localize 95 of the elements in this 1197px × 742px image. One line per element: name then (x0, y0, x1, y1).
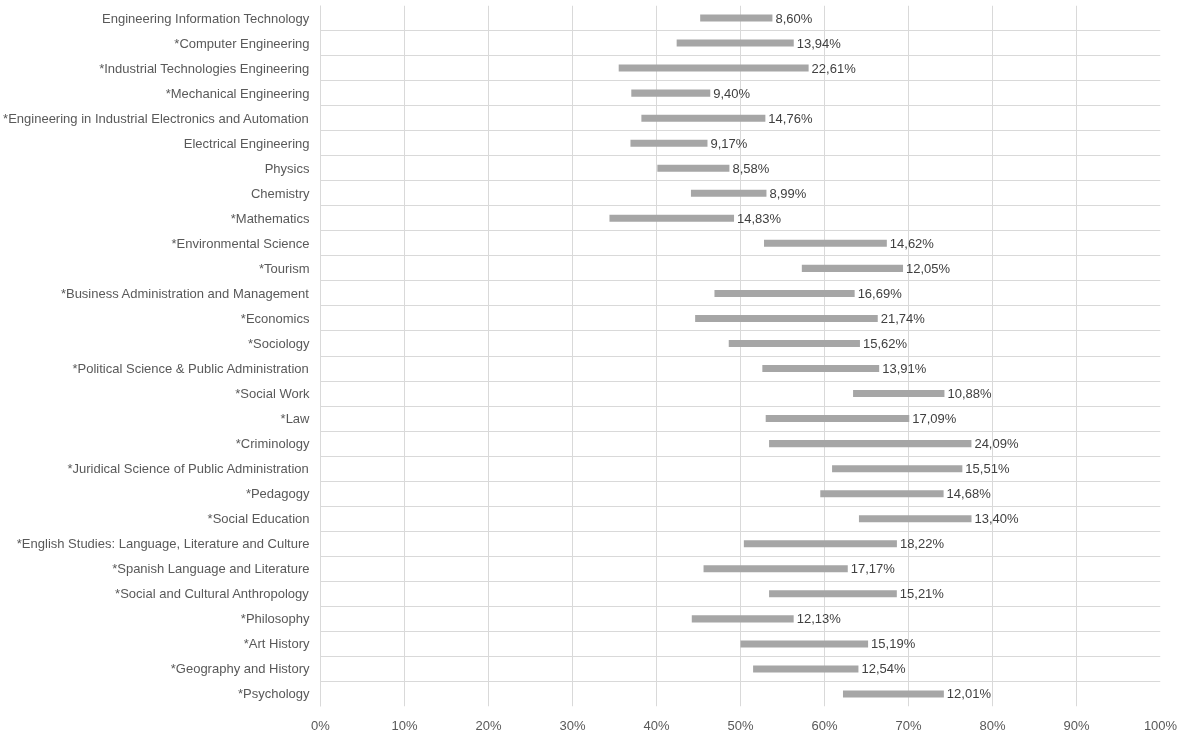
y-tick-label: *Juridical Science of Public Administration (67, 461, 309, 477)
x-tick-label: 30% (559, 717, 586, 733)
data-label: 8,99% (769, 185, 807, 201)
y-tick-label: *Business Administration and Management (60, 285, 310, 301)
bar (820, 490, 944, 498)
y-tick-label: *Law (280, 411, 311, 427)
bar (743, 540, 897, 548)
y-tick-label: *Art History (243, 636, 310, 652)
y-tick-label: *Computer Engineering (174, 35, 310, 51)
data-label: 17,09% (912, 411, 957, 427)
bar (641, 114, 766, 122)
data-label: 12,05% (906, 260, 951, 276)
data-label: 9,17% (710, 135, 748, 151)
bar (700, 14, 773, 22)
data-label: 12,54% (861, 661, 906, 677)
bar (842, 690, 944, 698)
y-tick-label: *Political Science & Public Administration (72, 361, 309, 377)
data-label: 14,62% (889, 235, 935, 251)
data-label: 24,09% (974, 436, 1019, 452)
x-tick-label: 10% (391, 717, 418, 733)
bar (762, 365, 880, 373)
data-label: 15,21% (899, 586, 945, 602)
y-tick-label: *Social Education (207, 511, 310, 527)
y-tick-label: *Environmental Science (171, 235, 310, 251)
y-tick-label: *Social Work (235, 386, 310, 402)
data-label: 14,83% (737, 210, 782, 226)
bar (690, 189, 767, 197)
bar (631, 89, 711, 97)
data-label: 12,01% (946, 686, 992, 702)
x-tick-label: 100% (1143, 717, 1178, 733)
x-tick-label: 20% (475, 717, 502, 733)
data-label: 12,13% (796, 611, 842, 627)
data-label: 17,17% (850, 561, 896, 577)
y-tick-label: Physics (264, 160, 310, 176)
y-tick-label: Engineering Information Technology (102, 10, 310, 26)
bar (703, 565, 848, 573)
bar (695, 314, 878, 322)
data-label: 15,51% (965, 461, 1010, 477)
data-label: 13,91% (882, 361, 927, 377)
bar (832, 465, 963, 473)
data-label: 22,61% (811, 60, 857, 76)
bar (618, 64, 809, 72)
y-tick-label: *Economics (240, 310, 310, 326)
bar (765, 415, 910, 423)
y-tick-label: *Tourism (258, 260, 310, 276)
y-tick-label: *Spanish Language and Literature (112, 561, 310, 577)
bar (769, 590, 897, 598)
y-tick-label: *Pedagogy (245, 486, 310, 502)
y-tick-label: *Sociology (248, 335, 310, 351)
data-label: 13,40% (974, 511, 1020, 527)
y-tick-label: Electrical Engineering (183, 135, 310, 151)
bar (740, 640, 869, 648)
y-tick-label: *Criminology (235, 436, 310, 452)
x-tick-label: 60% (811, 717, 838, 733)
data-label: 10,88% (947, 386, 992, 402)
x-tick-label: 90% (1063, 717, 1090, 733)
bar (801, 264, 904, 272)
data-label: 15,62% (862, 335, 908, 351)
data-label: 8,58% (732, 160, 770, 176)
y-tick-label: *Mathematics (230, 210, 310, 226)
bar (609, 214, 735, 222)
bar (728, 339, 860, 347)
data-label: 14,68% (946, 486, 992, 502)
bar (714, 289, 855, 297)
y-tick-label: *Psychology (237, 686, 310, 702)
x-tick-label: 50% (727, 717, 754, 733)
bar (753, 665, 859, 673)
y-tick-label: *English Studies: Language, Literature and Culture (16, 536, 310, 552)
y-tick-label: *Industrial Technologies Engineering (99, 60, 310, 76)
bar (858, 515, 972, 523)
bar (630, 139, 708, 147)
x-tick-label: 0% (311, 717, 331, 733)
data-label: 21,74% (880, 310, 926, 326)
data-label: 15,19% (871, 636, 916, 652)
data-label: 18,22% (899, 536, 945, 552)
y-tick-label: Chemistry (250, 185, 310, 201)
y-tick-label: *Engineering in Industrial Electronics and Automation (3, 110, 309, 126)
y-tick-label: *Mechanical Engineering (165, 85, 310, 101)
bar (676, 39, 794, 47)
data-label: 14,76% (768, 110, 813, 126)
bar (853, 390, 945, 398)
data-label: 8,60% (775, 10, 813, 26)
y-tick-label: *Social and Cultural Anthropology (115, 586, 310, 602)
x-tick-label: 70% (895, 717, 922, 733)
y-tick-label: *Philosophy (240, 611, 310, 627)
bar (764, 239, 887, 247)
data-label: 9,40% (713, 85, 751, 101)
bar (769, 440, 972, 448)
bar (691, 615, 794, 623)
x-tick-label: 80% (979, 717, 1006, 733)
y-tick-label: *Geography and History (170, 661, 310, 677)
data-label: 13,94% (796, 35, 842, 51)
x-tick-label: 40% (643, 717, 670, 733)
data-label: 16,69% (857, 285, 903, 301)
bar (657, 164, 730, 172)
